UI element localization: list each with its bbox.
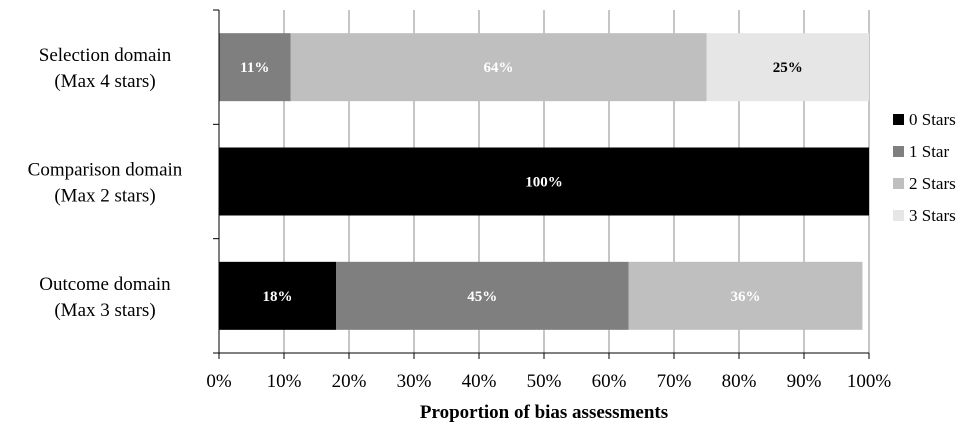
data-label: 11% [240, 60, 269, 76]
category-label: Comparison domain [28, 160, 183, 181]
x-axis-title: Proportion of bias assessments [420, 402, 668, 423]
bar-segment [219, 33, 291, 102]
category-label: Selection domain [39, 45, 172, 66]
x-tick-label: 90% [787, 371, 822, 392]
legend-label: 1 Star [909, 142, 949, 161]
data-label: 25% [773, 60, 803, 76]
category-label: (Max 4 stars) [54, 71, 155, 92]
bar-segment [706, 33, 869, 102]
bar-segment [219, 261, 336, 330]
x-tick-label: 40% [462, 371, 497, 392]
legend-swatch [893, 146, 904, 157]
legend-swatch [893, 114, 904, 125]
bar-segment [336, 261, 629, 330]
bar-segment [628, 261, 863, 330]
x-tick-label: 10% [267, 371, 302, 392]
x-tick-label: 80% [722, 371, 757, 392]
category-label: (Max 3 stars) [54, 300, 155, 321]
data-label: 36% [731, 289, 761, 305]
data-label: 45% [467, 289, 497, 305]
data-label: 100% [525, 175, 563, 191]
x-tick-label: 0% [206, 371, 232, 392]
x-tick-label: 30% [397, 371, 432, 392]
x-tick-label: 20% [332, 371, 367, 392]
category-label: Outcome domain [39, 274, 171, 295]
legend-label: 3 Stars [909, 206, 956, 225]
category-label: (Max 2 stars) [54, 186, 155, 207]
legend-swatch [893, 210, 904, 221]
legend-swatch [893, 178, 904, 189]
legend-label: 0 Stars [909, 110, 956, 129]
x-tick-label: 70% [657, 371, 692, 392]
x-tick-label: 50% [527, 371, 562, 392]
x-tick-label: 60% [592, 371, 627, 392]
data-label: 18% [263, 289, 293, 305]
x-tick-label: 100% [847, 371, 892, 392]
bar-segment [290, 33, 707, 102]
bar-segment [219, 147, 869, 216]
legend-label: 2 Stars [909, 174, 956, 193]
data-label: 64% [484, 60, 514, 76]
